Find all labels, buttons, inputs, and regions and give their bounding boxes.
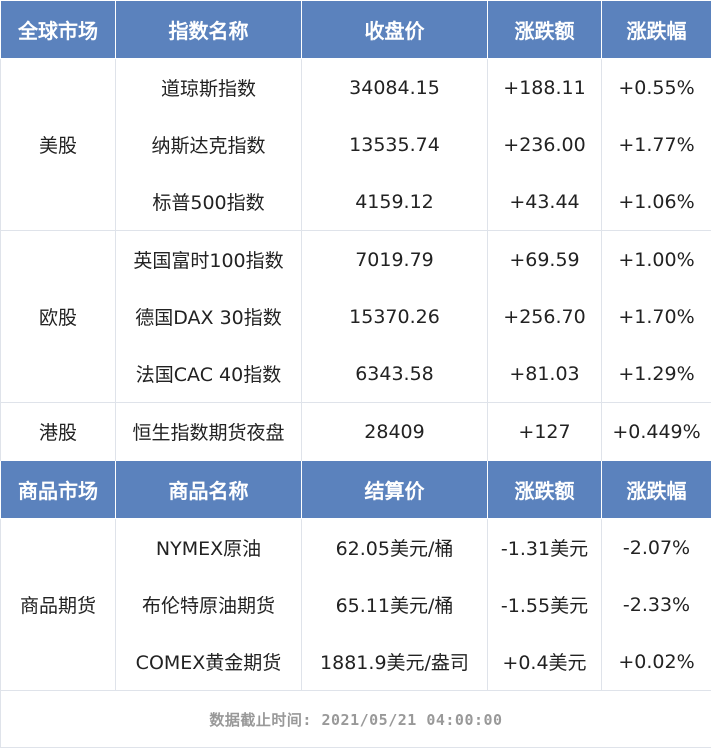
commodities-header-row: 商品市场 商品名称 结算价 涨跌额 涨跌幅: [0, 460, 711, 519]
pct-cell: -2.07%: [601, 518, 711, 576]
change-cell: +43.44: [487, 173, 602, 231]
data-timestamp: 数据截止时间: 2021/05/21 04:00:00: [0, 690, 711, 748]
price-cell: 65.11美元/桶: [301, 576, 488, 633]
commodities-header-cell: 涨跌幅: [601, 460, 711, 519]
pct-cell: +0.449%: [601, 402, 711, 461]
indices-header-cell: 全球市场: [0, 0, 116, 59]
commodities-header-cell: 商品市场: [0, 460, 116, 519]
commodities-header-cell: 商品名称: [115, 460, 302, 519]
price-cell: 62.05美元/桶: [301, 518, 488, 576]
pct-cell: +1.77%: [601, 116, 711, 173]
name-cell: 英国富时100指数: [115, 230, 302, 288]
change-cell: +69.59: [487, 230, 602, 288]
indices-header-row: 全球市场 指数名称 收盘价 涨跌额 涨跌幅: [0, 0, 711, 59]
market-cell: 港股: [0, 402, 116, 461]
pct-cell: +1.06%: [601, 173, 711, 231]
change-cell: +0.4美元: [487, 633, 602, 691]
change-cell: -1.31美元: [487, 518, 602, 576]
change-cell: +127: [487, 402, 602, 461]
table-row: 商品期货 NYMEX原油 62.05美元/桶 -1.31美元 -2.07%: [0, 518, 711, 691]
price-cell: 15370.26: [301, 288, 488, 345]
change-cell: +81.03: [487, 345, 602, 403]
indices-header-cell: 涨跌幅: [601, 0, 711, 59]
market-cell: 商品期货: [0, 518, 116, 691]
price-cell: 28409: [301, 402, 488, 461]
name-cell: 道琼斯指数: [115, 58, 302, 116]
commodities-header-cell: 结算价: [301, 460, 488, 519]
pct-cell: -2.33%: [601, 576, 711, 633]
name-cell: 恒生指数期货夜盘: [115, 402, 302, 461]
market-cell: 美股: [0, 58, 116, 231]
name-cell: 纳斯达克指数: [115, 116, 302, 173]
price-cell: 7019.79: [301, 230, 488, 288]
name-cell: 标普500指数: [115, 173, 302, 231]
name-cell: 法国CAC 40指数: [115, 345, 302, 403]
change-cell: +188.11: [487, 58, 602, 116]
price-cell: 1881.9美元/盎司: [301, 633, 488, 691]
price-cell: 4159.12: [301, 173, 488, 231]
change-cell: -1.55美元: [487, 576, 602, 633]
pct-cell: +1.00%: [601, 230, 711, 288]
table-row: 德国DAX 30指数 15370.26 +256.70 +1.70%: [1, 288, 711, 345]
table-row: 港股 恒生指数期货夜盘 28409 +127 +0.449%: [0, 402, 711, 461]
name-cell: 德国DAX 30指数: [115, 288, 302, 345]
table-row: 美股 道琼斯指数 34084.15 +188.11 +0.55%: [0, 58, 711, 231]
indices-header-cell: 涨跌额: [487, 0, 602, 59]
name-cell: COMEX黄金期货: [115, 633, 302, 691]
pct-cell: +1.70%: [601, 288, 711, 345]
pct-cell: +0.02%: [601, 633, 711, 691]
price-cell: 34084.15: [301, 58, 488, 116]
indices-header-cell: 指数名称: [115, 0, 302, 59]
table-row: 法国CAC 40指数 6343.58 +81.03 +1.29%: [1, 345, 711, 403]
table-row: 布伦特原油期货 65.11美元/桶 -1.55美元 -2.33%: [1, 576, 711, 633]
price-cell: 13535.74: [301, 116, 488, 173]
market-cell: 欧股: [0, 230, 116, 403]
name-cell: 布伦特原油期货: [115, 576, 302, 633]
indices-header-cell: 收盘价: [301, 0, 488, 59]
pct-cell: +1.29%: [601, 345, 711, 403]
table-row: 纳斯达克指数 13535.74 +236.00 +1.77%: [1, 116, 711, 173]
change-cell: +236.00: [487, 116, 602, 173]
pct-cell: +0.55%: [601, 58, 711, 116]
change-cell: +256.70: [487, 288, 602, 345]
table-row: 标普500指数 4159.12 +43.44 +1.06%: [1, 173, 711, 231]
commodities-header-cell: 涨跌额: [487, 460, 602, 519]
price-cell: 6343.58: [301, 345, 488, 403]
footer-row: 数据截止时间: 2021/05/21 04:00:00: [0, 690, 711, 748]
table-row: 欧股 英国富时100指数 7019.79 +69.59 +1.00%: [0, 230, 711, 403]
name-cell: NYMEX原油: [115, 518, 302, 576]
table-row: COMEX黄金期货 1881.9美元/盎司 +0.4美元 +0.02%: [1, 633, 711, 691]
